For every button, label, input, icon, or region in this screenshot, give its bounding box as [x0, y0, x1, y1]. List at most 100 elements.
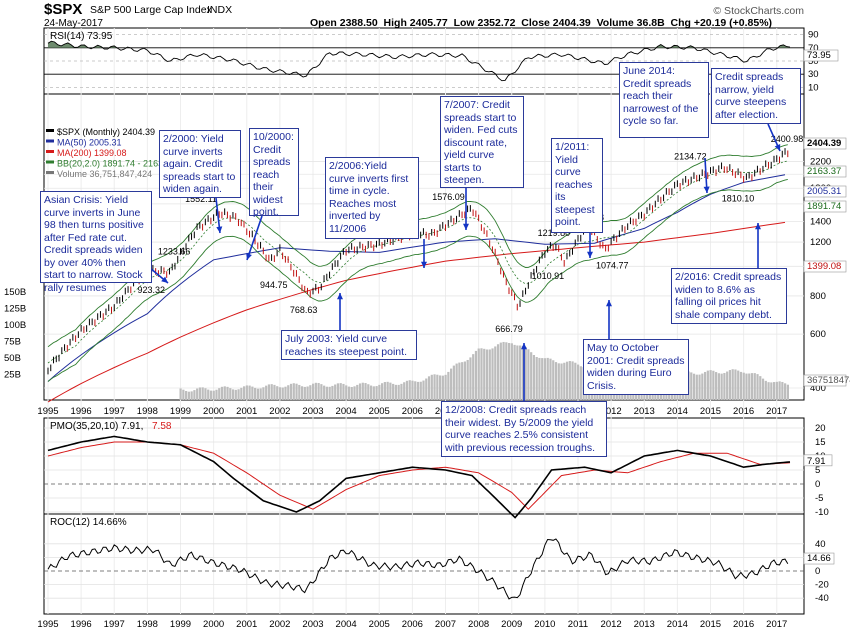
- volume-bar: [430, 374, 433, 400]
- volume-bar: [444, 374, 447, 400]
- volume-bar: [761, 378, 765, 400]
- volume-bar: [764, 380, 767, 400]
- volume-bar: [494, 346, 497, 400]
- volume-bar: [331, 385, 334, 400]
- volume-bar: [519, 345, 522, 400]
- quote-line: Open 2388.50 High 2405.77 Low 2352.72 Cl…: [310, 17, 772, 29]
- x-label-bottom-2011: 2011: [568, 619, 588, 630]
- volume-bar: [477, 348, 480, 400]
- volume-bar: [770, 382, 773, 400]
- volume-bar: [786, 384, 789, 400]
- volume-bar: [532, 355, 536, 400]
- volume-bar: [756, 374, 759, 400]
- volume-bar: [579, 366, 582, 400]
- volume-bar: [469, 357, 472, 400]
- volume-bar: [196, 388, 199, 400]
- rsi-tick-90: 90: [808, 30, 819, 41]
- pmo-signal-line: [47, 441, 791, 510]
- volume-bar: [372, 386, 375, 400]
- volume-bar: [731, 369, 734, 400]
- volume-bar: [358, 383, 362, 400]
- annotation-2006-inversion: 2/2006:Yield curve inverts first time in…: [325, 157, 419, 239]
- volume-bar: [458, 362, 461, 400]
- volume-bar: [438, 375, 442, 400]
- rsi-plot: [47, 40, 791, 82]
- value-tag-0: 2404.39: [807, 138, 841, 149]
- volume-bar: [530, 352, 533, 400]
- volume-bar: [483, 348, 486, 400]
- volume-bar: [441, 375, 444, 400]
- price-label-1810.10: 1810.10: [722, 193, 755, 203]
- volume-bar: [347, 386, 351, 400]
- x-label-bottom-1999: 1999: [170, 619, 191, 630]
- volume-bar: [502, 341, 505, 400]
- x-label-top-2001: 2001: [236, 406, 257, 417]
- volume-bar: [692, 373, 696, 400]
- volume-bar: [436, 374, 439, 400]
- volume-bar: [753, 373, 756, 400]
- volume-bar: [463, 361, 467, 400]
- volume-bar: [563, 362, 566, 400]
- annotation-asian-crisis: Asian Crisis: Yield curve inverts in Jun…: [40, 191, 152, 294]
- volume-bar: [516, 345, 519, 400]
- x-label-bottom-1996: 1996: [71, 619, 92, 630]
- pmo-value-tag: 7.91: [807, 456, 826, 467]
- x-label-bottom-2014: 2014: [667, 619, 688, 630]
- volume-bar: [234, 389, 237, 400]
- volume-bar: [750, 373, 754, 400]
- volume-bar: [309, 385, 312, 400]
- volume-bar: [535, 356, 538, 400]
- volume-bar: [265, 385, 268, 400]
- volume-bar: [281, 387, 284, 400]
- roc-plot: [47, 538, 789, 600]
- volume-bar: [381, 383, 384, 400]
- value-tag-3: 1891.74: [807, 201, 841, 212]
- volume-bar: [419, 381, 422, 400]
- volume-bar: [698, 374, 701, 400]
- x-label-top-1998: 1998: [137, 406, 158, 417]
- price-tick-1400: 1400: [810, 217, 831, 228]
- legend-swatch: [46, 160, 54, 164]
- volume-bar: [455, 363, 458, 400]
- annotation-2008-widest: 12/2008: Credit spreads reach their wide…: [441, 401, 607, 457]
- roc-tick--40: -40: [815, 593, 829, 604]
- volume-bar: [223, 386, 226, 400]
- annotation-arrowhead-7: [587, 251, 593, 258]
- volume-bar: [207, 389, 210, 400]
- x-label-bottom-2012: 2012: [601, 619, 622, 630]
- price-label-923.32: 923.32: [137, 285, 165, 295]
- price-label-1074.77: 1074.77: [596, 261, 629, 271]
- volume-bar: [375, 386, 378, 400]
- x-label-bottom-2008: 2008: [468, 619, 489, 630]
- volume-bar: [356, 384, 359, 400]
- price-tick-2200: 2200: [810, 157, 831, 168]
- x-label-top-2012: 2012: [601, 406, 622, 417]
- volume-bar: [369, 385, 373, 400]
- volume-bar: [416, 381, 420, 400]
- annotation-arrowhead-4: [421, 261, 427, 268]
- volume-bar: [703, 371, 707, 400]
- volume-bar: [325, 386, 329, 400]
- volume-bar: [193, 390, 196, 400]
- price-label-2400.98: 2400.98: [771, 134, 804, 144]
- rsi-tick-30: 30: [808, 69, 819, 80]
- x-label-top-1995: 1995: [37, 406, 58, 417]
- volume-bar: [560, 363, 563, 400]
- x-label-top-2005: 2005: [369, 406, 390, 417]
- volume-bar: [276, 386, 279, 400]
- volume-bar: [361, 382, 364, 400]
- volume-bar: [690, 372, 693, 400]
- roc-line: [47, 538, 789, 600]
- value-tag-box: [803, 165, 847, 178]
- volume-bar: [767, 382, 770, 400]
- volume-bar: [312, 383, 315, 400]
- volume-bar: [256, 388, 259, 400]
- pmo-panel-frame: [43, 417, 805, 515]
- volume-bar: [179, 388, 182, 400]
- roc-panel-frame: [43, 513, 805, 615]
- price-label-944.75: 944.75: [260, 280, 288, 290]
- value-tag-5: 36751847424: [807, 375, 850, 386]
- volume-bar: [706, 370, 709, 400]
- volume-bar: [728, 370, 732, 400]
